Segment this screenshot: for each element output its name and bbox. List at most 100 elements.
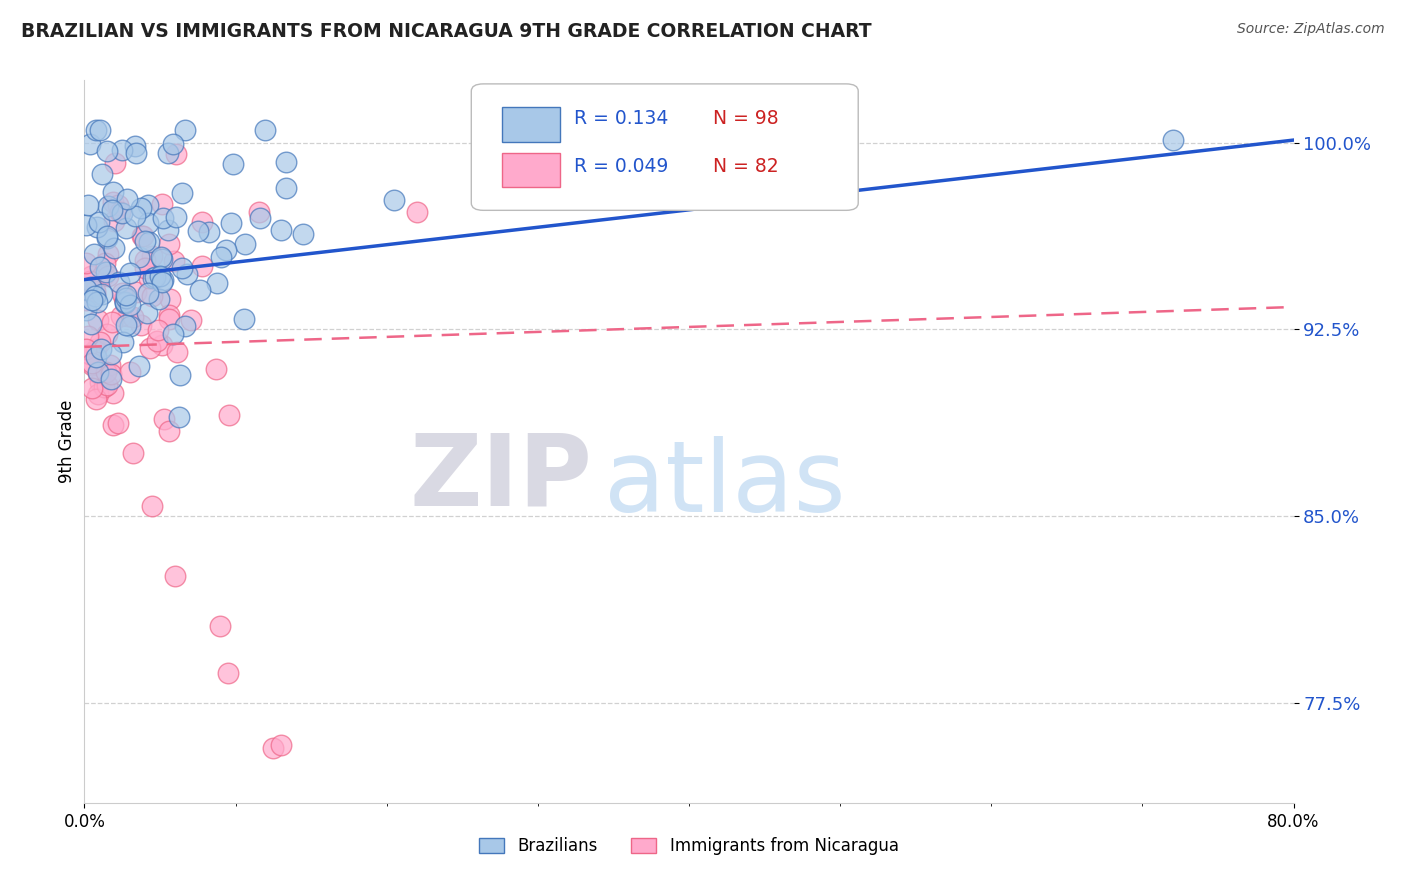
Point xyxy=(75,219,97,233)
FancyBboxPatch shape xyxy=(471,84,858,211)
Point xyxy=(111,334,134,349)
Point xyxy=(159,292,181,306)
Text: Source: ZipAtlas.com: Source: ZipAtlas.com xyxy=(1237,22,1385,37)
Point xyxy=(87,366,110,380)
Point xyxy=(197,225,219,239)
Point xyxy=(84,284,107,298)
Point xyxy=(173,123,195,137)
Point xyxy=(97,199,120,213)
Point xyxy=(103,214,125,228)
Point xyxy=(94,265,117,279)
Point xyxy=(75,302,97,317)
Point xyxy=(101,418,124,433)
Point xyxy=(122,310,145,325)
Point xyxy=(152,211,174,225)
Point xyxy=(94,256,117,270)
Point xyxy=(138,271,160,285)
Point xyxy=(100,368,122,382)
Point xyxy=(136,286,159,301)
Point xyxy=(166,345,188,359)
Point xyxy=(79,137,101,152)
Point xyxy=(254,123,277,137)
Point xyxy=(159,236,181,251)
Point xyxy=(82,293,104,307)
Point xyxy=(149,250,172,264)
Point xyxy=(110,206,132,220)
FancyBboxPatch shape xyxy=(502,107,560,142)
Point xyxy=(114,296,136,310)
Point xyxy=(84,123,107,137)
Point xyxy=(93,268,115,282)
Point xyxy=(117,310,139,324)
Point xyxy=(176,267,198,281)
Point xyxy=(129,201,152,215)
Point xyxy=(101,185,124,199)
Point xyxy=(149,269,172,284)
Point xyxy=(157,312,180,326)
Point xyxy=(100,347,122,361)
Point xyxy=(156,145,179,160)
Point xyxy=(96,145,118,159)
Point xyxy=(107,197,129,211)
Point xyxy=(173,318,195,333)
Point xyxy=(169,368,191,382)
Point xyxy=(93,380,115,394)
Point xyxy=(191,259,214,273)
Point xyxy=(406,205,429,219)
Point xyxy=(270,223,292,237)
Point xyxy=(162,327,184,342)
Point xyxy=(209,250,232,264)
Point xyxy=(89,260,111,275)
Point xyxy=(108,275,131,289)
Point xyxy=(165,211,187,225)
Point xyxy=(222,157,245,171)
Point xyxy=(191,215,214,229)
Point xyxy=(209,619,232,633)
Point xyxy=(131,318,153,332)
Point xyxy=(89,215,111,229)
Point xyxy=(150,252,173,267)
Point xyxy=(89,123,111,137)
Point xyxy=(120,297,142,311)
Point xyxy=(1161,133,1184,147)
Point xyxy=(141,249,163,263)
Text: R = 0.049: R = 0.049 xyxy=(574,158,668,177)
FancyBboxPatch shape xyxy=(502,153,560,187)
Point xyxy=(270,739,292,753)
Text: R = 0.134: R = 0.134 xyxy=(574,109,668,128)
Point xyxy=(110,205,132,219)
Point xyxy=(124,139,146,153)
Point xyxy=(153,412,176,426)
Point xyxy=(75,256,97,270)
Point xyxy=(152,273,174,287)
Point xyxy=(114,295,136,310)
Point xyxy=(205,277,228,291)
Point xyxy=(138,235,160,249)
Point xyxy=(80,317,103,331)
Point xyxy=(91,287,114,301)
Text: N = 82: N = 82 xyxy=(713,158,779,177)
Point xyxy=(98,358,121,372)
Point xyxy=(100,371,122,385)
Point xyxy=(148,323,170,337)
Point xyxy=(162,137,184,152)
Point xyxy=(709,123,731,137)
Point xyxy=(138,198,160,212)
Point xyxy=(80,280,103,294)
Point xyxy=(75,284,97,298)
Point xyxy=(91,167,114,181)
Point xyxy=(276,155,298,169)
Point xyxy=(167,409,190,424)
Point xyxy=(125,285,148,299)
Point xyxy=(75,343,97,357)
Point xyxy=(142,271,165,285)
Point xyxy=(77,329,100,343)
Point xyxy=(233,236,256,251)
Point xyxy=(89,335,111,350)
Point xyxy=(75,282,97,296)
Point xyxy=(120,365,142,379)
Point xyxy=(83,247,105,261)
Point xyxy=(215,243,238,257)
Point xyxy=(219,216,242,230)
Point xyxy=(157,308,180,322)
